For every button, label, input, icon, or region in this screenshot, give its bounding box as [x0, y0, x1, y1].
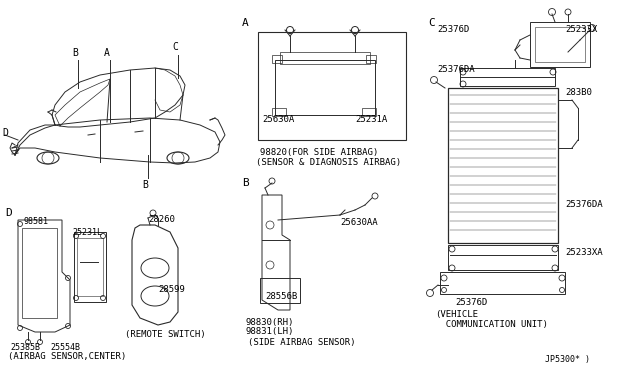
Text: (REMOTE SWITCH): (REMOTE SWITCH): [125, 330, 205, 339]
Text: JP5300* ): JP5300* ): [545, 355, 590, 364]
Text: A: A: [104, 48, 110, 58]
Bar: [77, 238, 103, 296]
Text: 25231A: 25231A: [355, 115, 387, 124]
Bar: [448, 88, 558, 243]
Text: 98820(FOR SIDE AIRBAG): 98820(FOR SIDE AIRBAG): [260, 148, 378, 157]
Text: 28556B: 28556B: [265, 292, 297, 301]
Text: 25233X: 25233X: [565, 25, 597, 34]
Bar: [272, 108, 286, 116]
Text: (SIDE AIRBAG SENSOR): (SIDE AIRBAG SENSOR): [248, 338, 355, 347]
Bar: [440, 272, 565, 294]
Bar: [258, 32, 406, 140]
Text: C: C: [172, 42, 178, 52]
Bar: [275, 60, 375, 115]
Text: 25554B: 25554B: [50, 343, 80, 352]
Text: 25630AA: 25630AA: [340, 218, 378, 227]
Text: D: D: [2, 128, 8, 138]
Text: 25376D: 25376D: [437, 25, 469, 34]
Bar: [22, 228, 57, 318]
Text: 283B0: 283B0: [565, 88, 592, 97]
Bar: [535, 27, 585, 62]
Text: 28260: 28260: [148, 215, 175, 224]
Text: (AIRBAG SENSOR,CENTER): (AIRBAG SENSOR,CENTER): [8, 352, 126, 361]
Text: B: B: [142, 180, 148, 190]
Text: COMMUNICATION UNIT): COMMUNICATION UNIT): [435, 320, 548, 329]
Text: D: D: [5, 208, 12, 218]
Bar: [362, 108, 376, 116]
Text: B: B: [72, 48, 78, 58]
Bar: [530, 22, 590, 67]
Bar: [448, 245, 558, 270]
Text: 28599: 28599: [158, 285, 185, 294]
Bar: [272, 55, 282, 63]
Bar: [366, 55, 376, 63]
Text: 98830(RH): 98830(RH): [246, 318, 294, 327]
Text: 25630A: 25630A: [262, 115, 294, 124]
Text: 98831(LH): 98831(LH): [246, 327, 294, 336]
Text: 25376D: 25376D: [455, 298, 487, 307]
Bar: [460, 68, 555, 86]
Text: C: C: [428, 18, 435, 28]
Bar: [260, 278, 300, 303]
Text: 25233XA: 25233XA: [565, 248, 603, 257]
Bar: [74, 232, 106, 302]
Text: 25385B: 25385B: [10, 343, 40, 352]
Text: A: A: [242, 18, 249, 28]
Text: 98581: 98581: [23, 217, 48, 226]
Text: B: B: [242, 178, 249, 188]
Text: (VEHICLE: (VEHICLE: [435, 310, 478, 319]
Text: (SENSOR & DIAGNOSIS AIRBAG): (SENSOR & DIAGNOSIS AIRBAG): [256, 158, 401, 167]
Text: 25376DA: 25376DA: [437, 65, 475, 74]
Text: 25231L: 25231L: [72, 228, 102, 237]
Text: 25376DA: 25376DA: [565, 200, 603, 209]
Bar: [280, 52, 370, 64]
